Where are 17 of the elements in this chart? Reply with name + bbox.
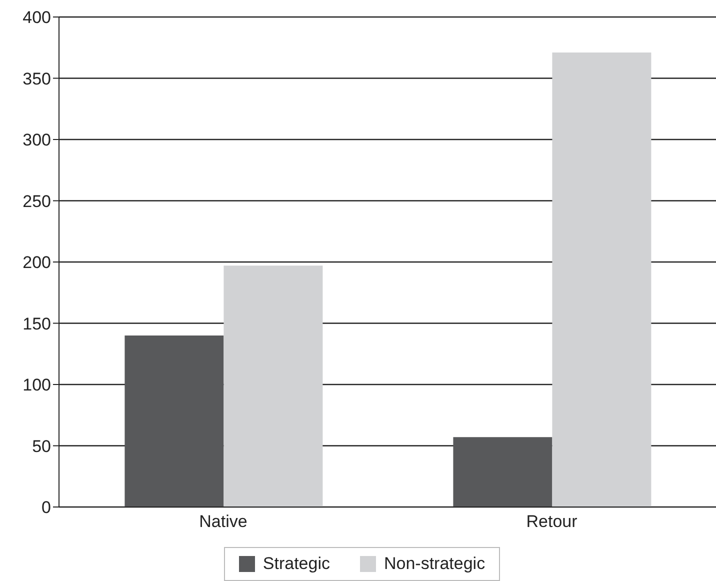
y-tick-label: 300	[22, 130, 51, 150]
x-tick-label: Retour	[526, 512, 578, 532]
bar	[124, 336, 224, 507]
legend-label: Non-strategic	[384, 554, 486, 574]
y-tick-label: 150	[22, 314, 51, 334]
y-tick-label: 350	[22, 69, 51, 88]
bar	[224, 266, 323, 507]
y-tick-label: 0	[42, 498, 51, 518]
y-tick-label: 250	[22, 192, 51, 211]
bar	[552, 52, 652, 507]
y-tick-label: 200	[22, 253, 51, 272]
y-tick-label: 50	[32, 436, 51, 456]
y-tick-label: 100	[22, 376, 51, 395]
bar	[453, 437, 552, 507]
y-tick-label: 400	[22, 8, 51, 28]
x-tick-label: Native	[199, 512, 248, 532]
legend-label: Strategic	[262, 554, 330, 574]
